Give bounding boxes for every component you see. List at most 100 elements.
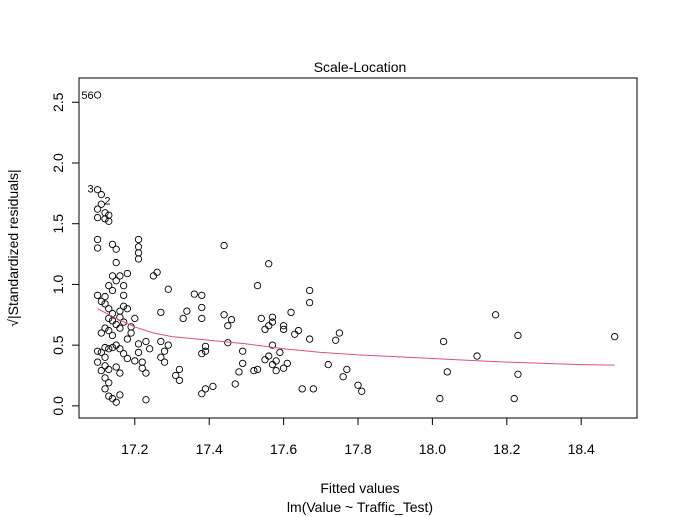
data-point	[93, 347, 102, 355]
data-point	[272, 366, 280, 375]
data-point	[164, 285, 172, 293]
data-point	[93, 291, 102, 300]
data-point	[279, 364, 288, 372]
data-point	[101, 292, 109, 301]
data-point	[157, 308, 165, 317]
data-point	[108, 286, 117, 295]
outlier-label: 3	[87, 184, 93, 196]
data-point	[93, 358, 102, 366]
data-point	[142, 337, 150, 346]
data-point	[93, 205, 102, 213]
data-point	[239, 359, 247, 368]
data-point	[179, 314, 187, 323]
data-point	[235, 368, 243, 376]
data-point	[134, 243, 143, 251]
data-point	[309, 385, 318, 393]
data-point	[305, 335, 314, 343]
data-point	[157, 353, 165, 361]
y-tick-label: 1.5	[50, 214, 66, 234]
data-point	[119, 291, 128, 300]
data-point	[239, 347, 247, 355]
data-point	[105, 392, 113, 400]
y-axis: 0.0 0.5 1.0 1.5 2.0 2.5	[50, 92, 80, 416]
data-point	[201, 347, 210, 355]
data-point	[134, 340, 143, 348]
data-point	[198, 291, 206, 300]
data-point	[138, 364, 146, 372]
data-point	[339, 373, 347, 381]
data-point	[153, 268, 161, 276]
chart-subtitle: lm(Value ~ Traffic_Test)	[287, 499, 433, 515]
data-point	[134, 235, 143, 244]
data-point	[146, 345, 154, 353]
data-point	[198, 390, 206, 398]
data-point	[220, 311, 228, 319]
data-point	[175, 365, 184, 374]
data-point	[201, 385, 210, 393]
data-point	[93, 91, 102, 99]
data-point	[93, 235, 102, 244]
data-point	[305, 298, 314, 307]
data-point	[439, 337, 448, 346]
data-point	[112, 277, 120, 285]
data-point	[112, 258, 120, 267]
outlier-label: 2	[104, 196, 110, 208]
data-point	[279, 322, 288, 330]
data-point	[116, 307, 124, 315]
data-point	[93, 213, 102, 222]
y-tick-label: 0.5	[50, 335, 66, 355]
data-point	[231, 380, 239, 388]
data-point	[105, 217, 113, 225]
data-point	[227, 315, 236, 324]
data-point	[97, 297, 105, 306]
data-point	[172, 371, 180, 380]
data-point	[93, 244, 102, 252]
data-point	[134, 255, 143, 263]
data-point	[116, 369, 124, 377]
data-point	[268, 360, 277, 369]
data-point	[443, 368, 451, 376]
data-point	[298, 385, 306, 393]
x-tick-label: 17.6	[270, 441, 297, 457]
data-point	[134, 348, 143, 357]
data-point	[343, 365, 351, 374]
data-point	[101, 215, 109, 223]
data-point	[491, 311, 500, 319]
data-point	[101, 324, 109, 332]
data-point	[250, 366, 258, 375]
x-tick-label: 18.0	[419, 441, 446, 457]
data-point	[108, 331, 117, 340]
data-point	[105, 379, 113, 387]
data-point	[112, 320, 120, 329]
data-point	[611, 332, 619, 341]
data-point	[97, 329, 105, 337]
data-point	[201, 342, 210, 351]
data-point	[175, 376, 184, 385]
y-tick-label: 0.0	[50, 396, 66, 416]
data-point	[101, 343, 109, 352]
data-point	[116, 272, 124, 280]
data-point	[112, 341, 120, 349]
data-point	[253, 365, 262, 374]
data-point	[108, 272, 117, 280]
data-point	[354, 381, 362, 389]
data-point	[183, 307, 191, 315]
data-point	[101, 353, 109, 361]
data-point	[272, 357, 280, 365]
data-points	[93, 91, 619, 406]
data-point	[138, 358, 146, 366]
data-point	[97, 366, 105, 375]
data-point	[119, 349, 128, 358]
x-axis: 17.2 17.4 17.6 17.8 18.0 18.2 18.4	[121, 417, 595, 457]
data-point	[358, 387, 366, 395]
data-point	[119, 318, 128, 326]
data-point	[160, 347, 169, 355]
data-point	[105, 345, 113, 353]
data-point	[164, 341, 172, 349]
data-point	[123, 335, 132, 343]
data-point	[265, 352, 273, 360]
data-point	[105, 314, 113, 323]
chart-title: Scale-Location	[314, 59, 407, 75]
outlier-labels: 56 32	[81, 90, 110, 208]
